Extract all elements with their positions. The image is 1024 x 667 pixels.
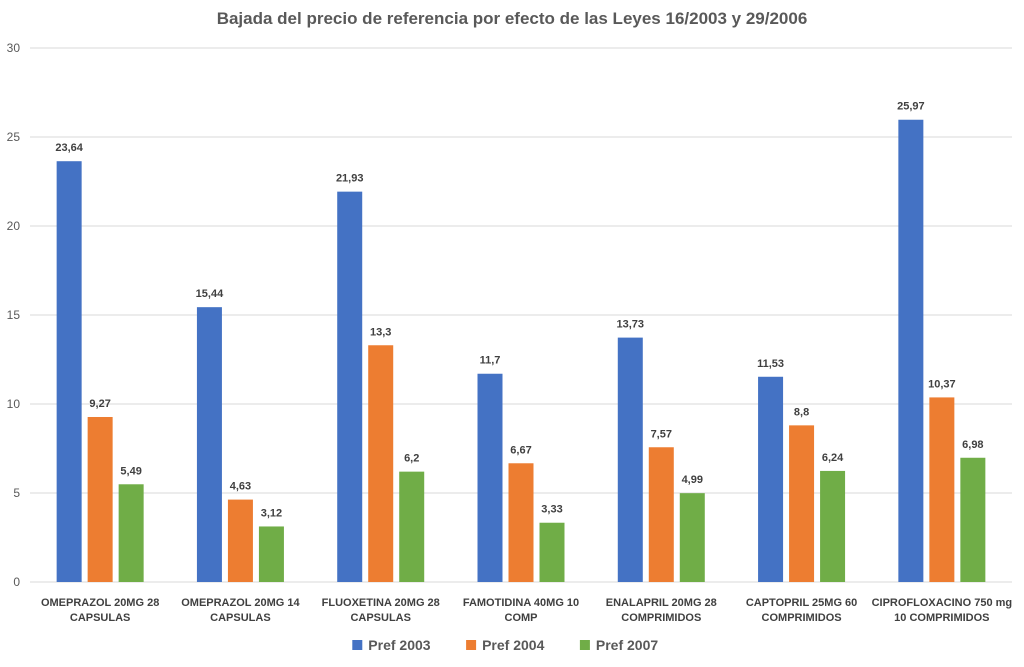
y-tick-label: 5: [13, 486, 20, 500]
bar: [118, 484, 144, 582]
data-label: 3,33: [541, 504, 562, 516]
y-tick-label: 30: [7, 41, 21, 55]
chart-title: Bajada del precio de referencia por efec…: [217, 9, 808, 28]
data-label: 21,93: [336, 173, 364, 185]
bar: [508, 463, 534, 582]
bar: [758, 376, 784, 582]
legend-swatch: [352, 640, 363, 650]
data-label: 7,57: [651, 428, 672, 440]
bar: [368, 345, 394, 582]
legend-swatch: [466, 640, 477, 650]
data-label: 11,53: [757, 358, 784, 370]
x-tick-label: 10 COMPRIMIDOS: [894, 612, 989, 624]
data-label: 6,67: [510, 444, 531, 456]
data-label: 13,3: [370, 326, 391, 338]
data-label: 5,49: [120, 465, 141, 477]
data-labels: 23,64 9,27 5,49 15,44 4,63 3,12 21,93 13,3 6,2 11…: [55, 101, 983, 520]
data-label: 4,63: [230, 481, 251, 493]
bar: [898, 119, 924, 582]
bar: [399, 471, 425, 582]
x-axis: OMEPRAZOL 20MG 28 CAPSULAS OMEPRAZOL 20MG …: [41, 597, 1012, 624]
bars: [56, 119, 986, 582]
data-label: 23,64: [55, 142, 83, 154]
bar: [337, 191, 363, 582]
data-label: 10,37: [928, 378, 956, 390]
x-tick-label: CAPSULAS: [210, 612, 271, 624]
bar: [227, 499, 253, 582]
data-label: 3,12: [261, 507, 282, 519]
data-label: 6,24: [822, 452, 844, 464]
legend-label: Pref 2007: [596, 637, 658, 653]
x-tick-label: CIPROFLOXACINO 750 mg: [872, 597, 1013, 609]
x-tick-label: OMEPRAZOL 20MG 28: [41, 597, 159, 609]
x-tick-label: CAPTOPRIL 25MG 60: [746, 597, 857, 609]
data-label: 13,73: [617, 319, 645, 331]
y-axis: 0 5 10 15 20 25 30: [7, 41, 21, 589]
legend: Pref 2003 Pref 2004 Pref 2007: [352, 637, 658, 653]
x-tick-label: FLUOXETINA 20MG 28: [322, 597, 440, 609]
y-tick-label: 10: [7, 397, 21, 411]
legend-swatch: [579, 640, 590, 650]
bar: [929, 397, 955, 582]
gridlines: [30, 47, 1012, 583]
x-tick-label: OMEPRAZOL 20MG 14: [181, 597, 300, 609]
bar: [789, 425, 815, 582]
bar: [960, 457, 986, 582]
bar: [258, 526, 284, 582]
y-tick-label: 20: [7, 219, 21, 233]
y-tick-label: 0: [13, 575, 20, 589]
bar: [477, 373, 503, 582]
legend-label: Pref 2004: [482, 637, 544, 653]
bar: [617, 337, 643, 582]
data-label: 9,27: [89, 398, 110, 410]
bar: [679, 493, 705, 582]
data-label: 6,98: [962, 439, 983, 451]
legend-label: Pref 2003: [368, 637, 430, 653]
x-tick-label: CAPSULAS: [70, 612, 131, 624]
data-label: 25,97: [897, 101, 925, 113]
bar: [539, 522, 565, 582]
data-label: 4,99: [682, 474, 703, 486]
bar: [820, 470, 846, 582]
data-label: 8,8: [794, 406, 809, 418]
x-tick-label: COMPRIMIDOS: [621, 612, 701, 624]
bar: [56, 161, 82, 582]
bar: [648, 447, 674, 582]
y-tick-label: 25: [7, 130, 21, 144]
x-tick-label: FAMOTIDINA 40MG 10: [463, 597, 579, 609]
x-tick-label: ENALAPRIL 20MG 28: [606, 597, 717, 609]
data-label: 11,7: [480, 355, 501, 367]
bar: [196, 307, 222, 582]
x-tick-label: COMP: [505, 612, 538, 624]
data-label: 15,44: [196, 288, 224, 300]
x-tick-label: CAPSULAS: [350, 612, 411, 624]
x-tick-label: COMPRIMIDOS: [762, 612, 842, 624]
y-tick-label: 15: [7, 308, 21, 322]
data-label: 6,2: [404, 453, 419, 465]
bar: [87, 416, 113, 582]
